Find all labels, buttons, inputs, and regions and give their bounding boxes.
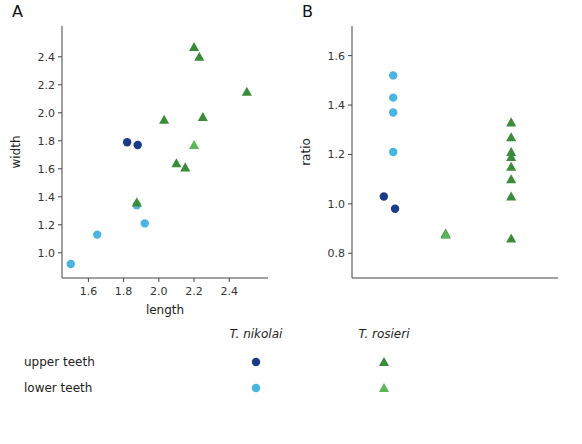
x-tick <box>158 278 159 282</box>
point <box>506 174 516 183</box>
panel: 1.0 1.2 1.4 1.6 1.8 2.0 2.2 2.4 1.6 1.8 2.0 2.2 2.4 l… <box>9 2 268 317</box>
y-tick-label: 1.6 <box>38 163 56 176</box>
point <box>198 112 208 121</box>
y-tick-label: 2.0 <box>38 107 56 120</box>
point <box>389 108 397 116</box>
x-tick <box>123 278 124 282</box>
y-tick <box>58 224 62 225</box>
point <box>67 260 75 268</box>
point <box>189 140 199 149</box>
series <box>189 140 199 149</box>
legend: T. nikolai T. rosieri upper teeth lower tee… <box>24 327 410 395</box>
y-tick <box>58 56 62 57</box>
point <box>242 87 252 96</box>
y-tick-label: 1.2 <box>38 219 56 232</box>
y-tick <box>58 252 62 253</box>
y-tick <box>58 112 62 113</box>
x-tick <box>229 278 230 282</box>
x-axis-line <box>352 278 558 279</box>
y-tick <box>348 154 352 155</box>
x-tick-label: 1.8 <box>115 285 133 298</box>
x-tick-label: 1.6 <box>80 285 98 298</box>
series <box>389 71 397 156</box>
y-tick-label: 1.0 <box>38 247 56 260</box>
y-tick <box>58 140 62 141</box>
series <box>441 230 451 239</box>
point <box>506 162 516 171</box>
legend-marker <box>379 357 389 366</box>
chart: 1.0 1.2 1.4 1.6 1.8 2.0 2.2 2.4 1.6 1.8 2.0 2.2 2.4 l… <box>0 0 582 444</box>
point <box>194 52 204 61</box>
plot-area <box>380 71 517 242</box>
y-tick <box>348 55 352 56</box>
series <box>132 42 252 206</box>
point <box>441 230 451 239</box>
y-tick <box>58 84 62 85</box>
point <box>189 42 199 51</box>
point <box>391 205 399 213</box>
series <box>380 192 400 213</box>
y-tick-label: 1.8 <box>38 135 56 148</box>
legend-column-label: T. nikolai <box>230 327 283 341</box>
point <box>93 230 101 238</box>
x-tick-label: 2.0 <box>150 285 168 298</box>
point <box>506 233 516 242</box>
point <box>506 191 516 200</box>
series <box>123 138 142 149</box>
point <box>389 148 397 156</box>
y-tick-label: 1.4 <box>38 191 56 204</box>
legend-marker <box>252 358 260 366</box>
y-tick-label: 0.8 <box>328 247 346 260</box>
y-axis-label: width <box>9 135 23 168</box>
y-tick <box>348 253 352 254</box>
y-axis-line <box>62 26 63 278</box>
y-axis-label: ratio <box>299 138 313 166</box>
point <box>141 219 149 227</box>
legend-row-label: upper teeth <box>24 355 95 369</box>
legend-marker <box>252 384 260 392</box>
y-tick-label: 2.4 <box>38 51 56 64</box>
y-tick <box>58 168 62 169</box>
x-tick <box>194 278 195 282</box>
point <box>389 93 397 101</box>
point <box>134 141 142 149</box>
x-tick-label: 2.4 <box>221 285 239 298</box>
y-tick-label: 1.4 <box>328 99 346 112</box>
point <box>389 71 397 79</box>
legend-column-label: T. rosieri <box>358 327 410 341</box>
plot-area <box>67 42 252 268</box>
series <box>67 201 149 268</box>
point <box>506 132 516 141</box>
series <box>441 117 517 242</box>
y-tick <box>58 196 62 197</box>
legend-marker <box>379 383 389 392</box>
point <box>159 115 169 124</box>
y-tick-label: 2.2 <box>38 79 56 92</box>
y-tick-label: 1.0 <box>328 198 346 211</box>
x-axis-line <box>62 278 268 279</box>
point <box>506 152 516 161</box>
x-tick <box>88 278 89 282</box>
point <box>180 162 190 171</box>
y-axis-line <box>352 26 353 278</box>
y-tick-label: 1.2 <box>328 148 346 161</box>
panel-label: A <box>12 2 23 21</box>
x-axis-label: length <box>146 303 184 317</box>
point <box>380 192 388 200</box>
legend-row-label: lower teeth <box>24 381 92 395</box>
y-tick <box>348 203 352 204</box>
point <box>506 117 516 126</box>
y-tick-label: 1.6 <box>328 50 346 63</box>
point <box>123 138 131 146</box>
y-tick <box>348 105 352 106</box>
point <box>171 158 181 167</box>
panel: 0.8 1.0 1.2 1.4 1.6 ratio B <box>299 2 558 278</box>
point <box>132 197 142 206</box>
x-tick-label: 2.2 <box>185 285 203 298</box>
panel-label: B <box>302 2 313 21</box>
